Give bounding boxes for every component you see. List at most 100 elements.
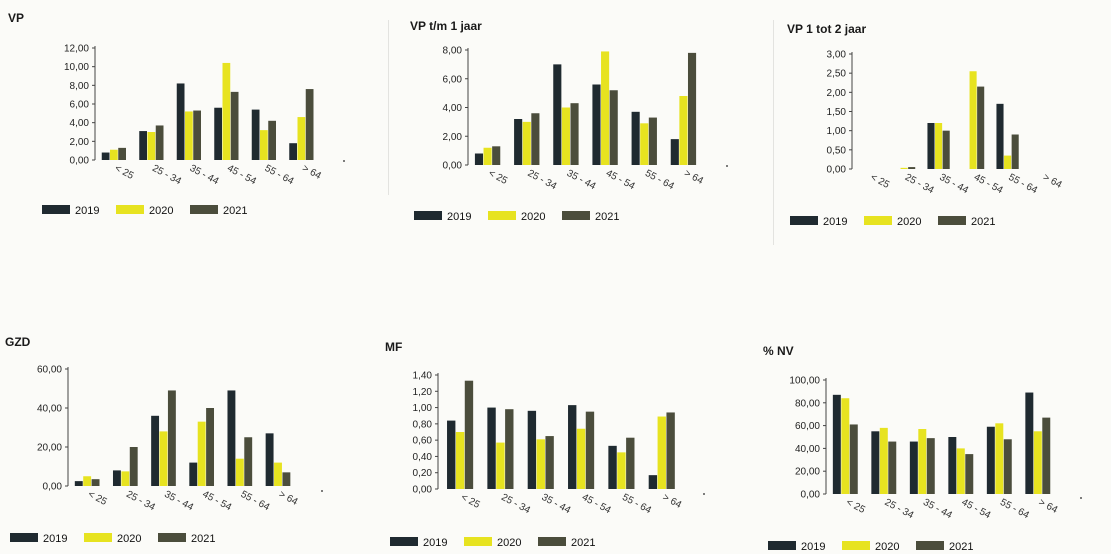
legend-label-2019: 2019	[423, 537, 447, 549]
bar-2020-4	[235, 458, 244, 486]
x-tick-label: 55 - 64	[620, 492, 653, 517]
bar-2019-4	[251, 109, 260, 160]
x-tick-label: 25 - 34	[883, 497, 916, 522]
legend-swatch-2019	[790, 216, 818, 225]
bar-2020-0	[110, 149, 118, 160]
bar-2021-3	[965, 454, 974, 494]
bar-2019-2	[527, 410, 537, 489]
legend-swatch-2019	[42, 205, 70, 214]
stray-mark	[726, 165, 728, 167]
y-tick-label: 0,00	[70, 156, 90, 167]
legend-label-2020: 2020	[875, 541, 899, 553]
x-tick-label: 35 - 44	[162, 489, 195, 514]
y-tick-label: 0,40	[413, 452, 433, 463]
y-tick-label: 0,60	[413, 436, 433, 447]
bar-2020-1	[522, 121, 531, 165]
panel-divider-1	[388, 20, 389, 195]
bar-2020-0	[455, 432, 465, 489]
legend-label-2020: 2020	[897, 216, 921, 228]
bar-2020-4	[617, 452, 626, 489]
bar-2021-3	[609, 90, 618, 165]
bar-2019-3	[592, 84, 601, 165]
bar-2019-2	[151, 415, 160, 486]
y-tick-label: 0,20	[413, 468, 433, 479]
legend-swatch-2019	[390, 537, 418, 546]
legend-label-2019: 2019	[447, 211, 471, 223]
y-tick-label: 60,00	[37, 365, 62, 376]
y-tick-label: 8,00	[70, 81, 90, 92]
y-tick-label: 6,00	[443, 74, 463, 85]
x-tick-label: 55 - 64	[239, 489, 272, 514]
bar-2021-4	[244, 437, 253, 486]
stray-mark	[321, 490, 323, 492]
chart-vp-1-2jaar: VP 1 tot 2 jaar 0,00 0,50 1,00 1,50 2,00 2,50 3…	[787, 22, 1064, 228]
bar-2019-5	[265, 433, 274, 486]
x-tick-label: 45 - 54	[604, 168, 637, 193]
bar-2021-5	[687, 52, 697, 165]
bar-2021-4	[626, 437, 635, 489]
bar-2019-0	[832, 394, 841, 494]
bar-2019-1	[487, 407, 496, 489]
chart-title: VP 1 tot 2 jaar	[787, 22, 866, 36]
y-tick-label: 12,00	[64, 44, 89, 55]
bar-2019-3	[189, 462, 198, 486]
y-tick-label: 1,00	[413, 403, 433, 414]
bar-2019-2	[909, 441, 918, 494]
bar-2020-1	[147, 132, 156, 160]
x-tick-label: 25 - 34	[124, 489, 157, 514]
stray-mark	[343, 160, 345, 162]
y-tick-label: 4,00	[70, 118, 90, 129]
bar-2020-5	[1033, 431, 1042, 494]
legend-swatch-2021	[938, 216, 966, 225]
legend-label-2020: 2020	[117, 533, 141, 545]
legend-label-2021: 2021	[223, 205, 247, 217]
bar-2020-5	[657, 416, 666, 489]
bar-2019-5	[289, 143, 297, 160]
x-tick-label: 35 - 44	[565, 168, 598, 193]
stray-mark	[703, 493, 705, 495]
bar-2021-4	[1011, 134, 1019, 169]
bar-2021-0	[464, 380, 474, 489]
legend-swatch-2021	[190, 205, 218, 214]
bar-2021-4	[1003, 439, 1012, 494]
chart-vp-1jaar: VP t/m 1 jaar 0,00 2,00 4,00 6,00 8,00 < 25 25 …	[410, 19, 705, 223]
x-tick-label: 55 - 64	[643, 168, 676, 193]
legend-swatch-2021	[916, 541, 944, 550]
bar-2021-5	[1042, 417, 1051, 494]
bar-2021-2	[570, 103, 579, 165]
legend-swatch-2020	[488, 211, 516, 220]
bar-2019-0	[474, 153, 484, 165]
bar-2021-2	[193, 110, 201, 160]
bar-2021-5	[666, 412, 675, 489]
stray-mark	[1080, 497, 1082, 499]
legend-swatch-2020	[842, 541, 870, 550]
y-tick-label: 2,50	[827, 69, 847, 80]
y-tick-label: 80,00	[795, 398, 820, 409]
x-tick-label: 25 - 34	[526, 168, 559, 193]
bar-2019-2	[553, 64, 562, 165]
x-tick-label: > 64	[277, 489, 300, 508]
bar-2021-1	[888, 441, 897, 494]
y-tick-label: 60,00	[795, 421, 820, 432]
bar-2021-5	[305, 89, 314, 160]
bar-2020-5	[679, 96, 688, 165]
bar-2019-1	[112, 470, 121, 486]
bar-2020-2	[561, 107, 570, 165]
legend: 2019 2020 2021	[42, 205, 247, 217]
x-tick-label: 45 - 54	[580, 492, 613, 517]
legend-swatch-2020	[84, 533, 112, 542]
bar-2020-4	[995, 423, 1004, 494]
y-tick-label: 0,00	[443, 161, 463, 172]
x-tick-label: > 64	[300, 163, 323, 182]
bar-2019-4	[996, 103, 1004, 169]
y-tick-label: 2,00	[443, 132, 463, 143]
bar-2019-2	[927, 123, 935, 169]
y-tick-label: 0,00	[43, 482, 63, 493]
bar-2019-5	[670, 139, 679, 165]
x-tick-label: < 25	[868, 172, 891, 191]
legend-swatch-2020	[464, 537, 492, 546]
x-tick-label: > 64	[1037, 497, 1060, 516]
bar-2019-4	[227, 390, 236, 486]
bar-2019-1	[139, 131, 147, 160]
